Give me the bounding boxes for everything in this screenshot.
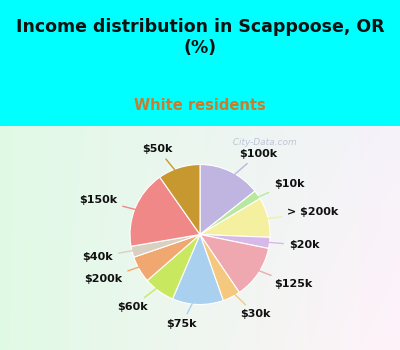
Text: $125k: $125k [250,267,313,289]
Text: $75k: $75k [167,294,197,329]
Text: City-Data.com: City-Data.com [227,138,297,147]
Wedge shape [200,234,239,301]
Text: White residents: White residents [134,98,266,113]
Text: $150k: $150k [79,195,144,212]
Wedge shape [130,177,200,246]
Text: $40k: $40k [82,249,142,262]
Text: $20k: $20k [260,240,320,250]
Text: $10k: $10k [250,178,304,201]
Wedge shape [160,164,200,235]
Wedge shape [147,234,200,299]
Text: Income distribution in Scappoose, OR
(%): Income distribution in Scappoose, OR (%) [16,19,384,57]
Wedge shape [134,234,200,280]
Text: $30k: $30k [228,288,271,320]
Wedge shape [200,164,255,235]
Wedge shape [200,191,260,235]
Text: $50k: $50k [143,144,181,177]
Wedge shape [131,234,200,257]
Text: $200k: $200k [84,264,148,284]
Wedge shape [200,198,270,237]
Text: $60k: $60k [117,282,164,312]
Wedge shape [200,234,270,248]
Text: > $200k: > $200k [258,207,338,220]
Text: $100k: $100k [227,149,277,181]
Wedge shape [200,234,268,293]
Wedge shape [172,234,223,304]
